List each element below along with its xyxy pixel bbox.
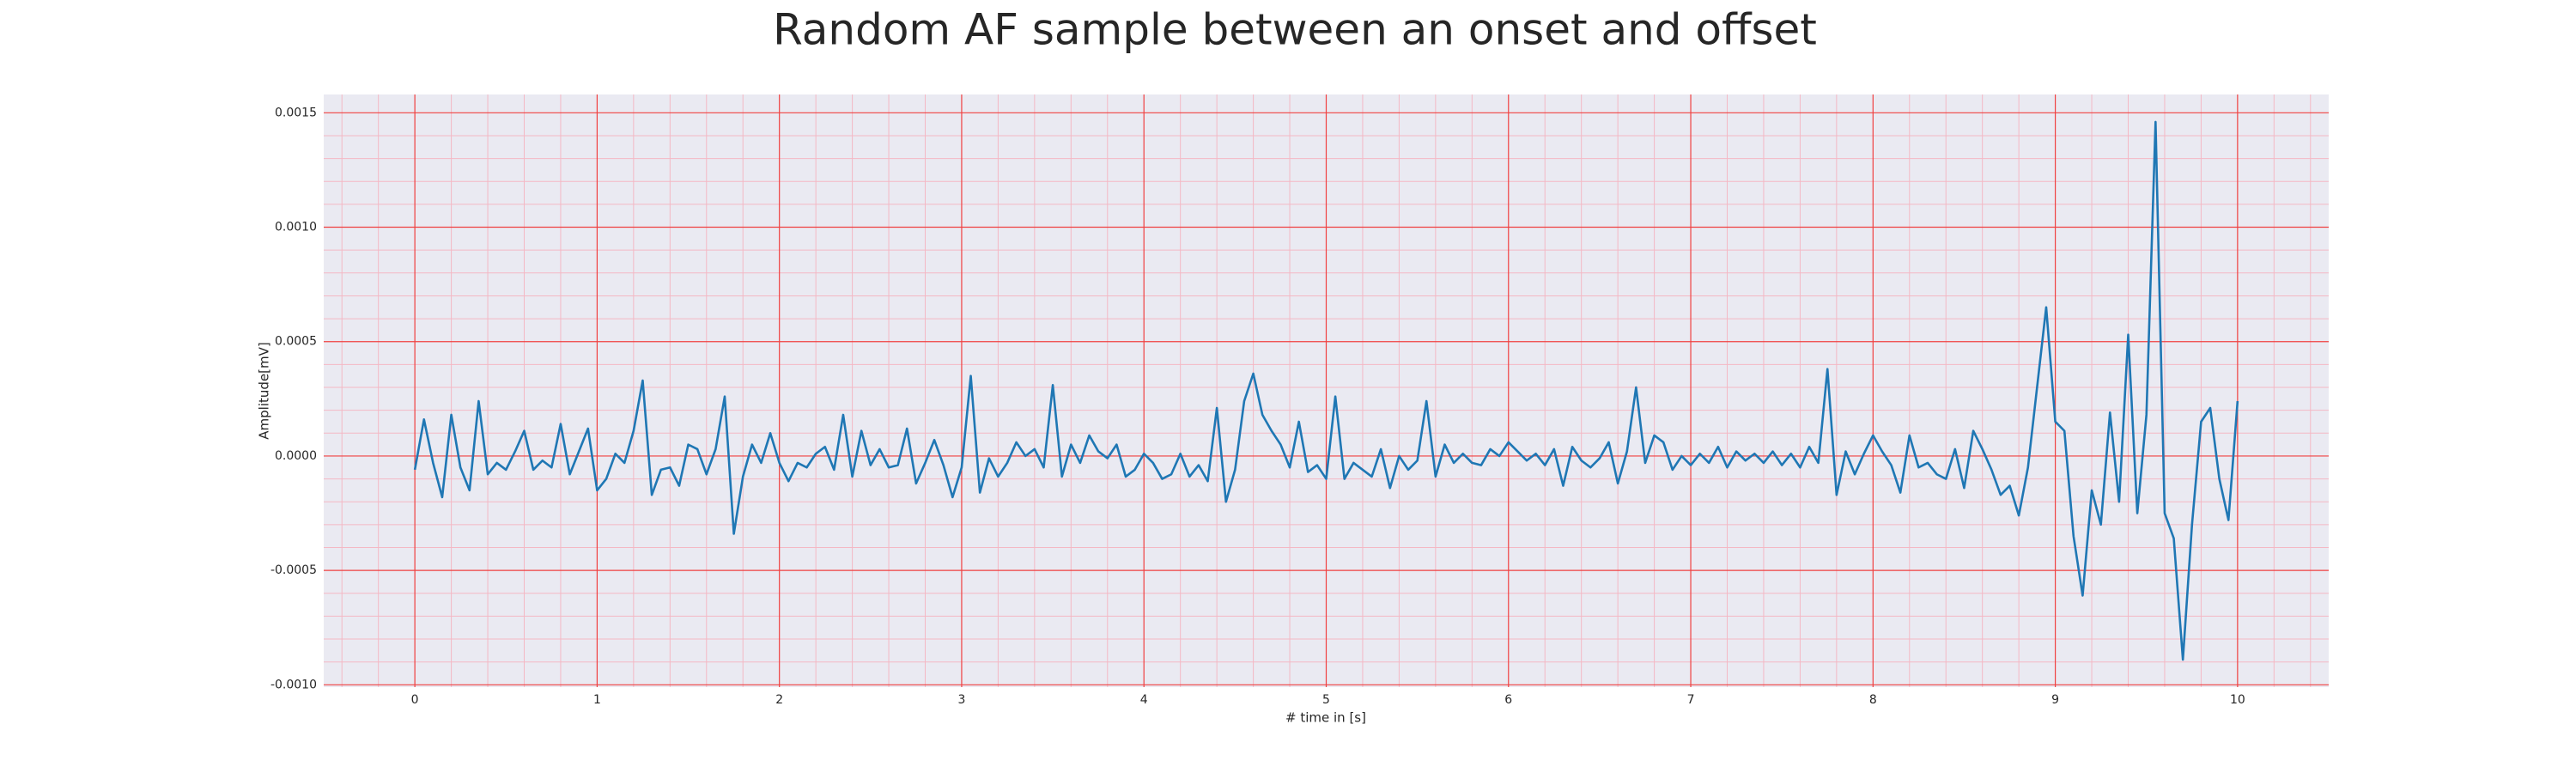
x-tick-label: 1	[593, 693, 601, 707]
y-tick-label: 0.0015	[275, 106, 317, 119]
x-tick-label: 5	[1322, 693, 1330, 707]
x-tick-label: 6	[1504, 693, 1512, 707]
x-axis-label: # time in [s]	[1285, 710, 1366, 726]
x-tick-label: 9	[2051, 693, 2059, 707]
x-tick-label: 7	[1687, 693, 1695, 707]
x-tick-label: 8	[1869, 693, 1877, 707]
x-tick-label: 3	[957, 693, 965, 707]
y-tick-label: -0.0005	[270, 563, 317, 577]
x-tick-label: 10	[2230, 693, 2245, 707]
chart-title: Random AF sample between an onset and of…	[773, 5, 1817, 55]
signal-line	[413, 120, 2239, 661]
x-tick-label: 2	[775, 693, 783, 707]
y-tick-label: 0.0005	[275, 335, 317, 349]
y-tick-label: 0.0010	[275, 221, 317, 234]
y-axis-label: Amplitude[mV]	[257, 342, 272, 439]
x-tick-label: 4	[1140, 693, 1148, 707]
y-tick-label: 0.0000	[275, 449, 317, 463]
y-tick-label: -0.0010	[270, 678, 317, 691]
x-tick-label: 0	[411, 693, 419, 707]
